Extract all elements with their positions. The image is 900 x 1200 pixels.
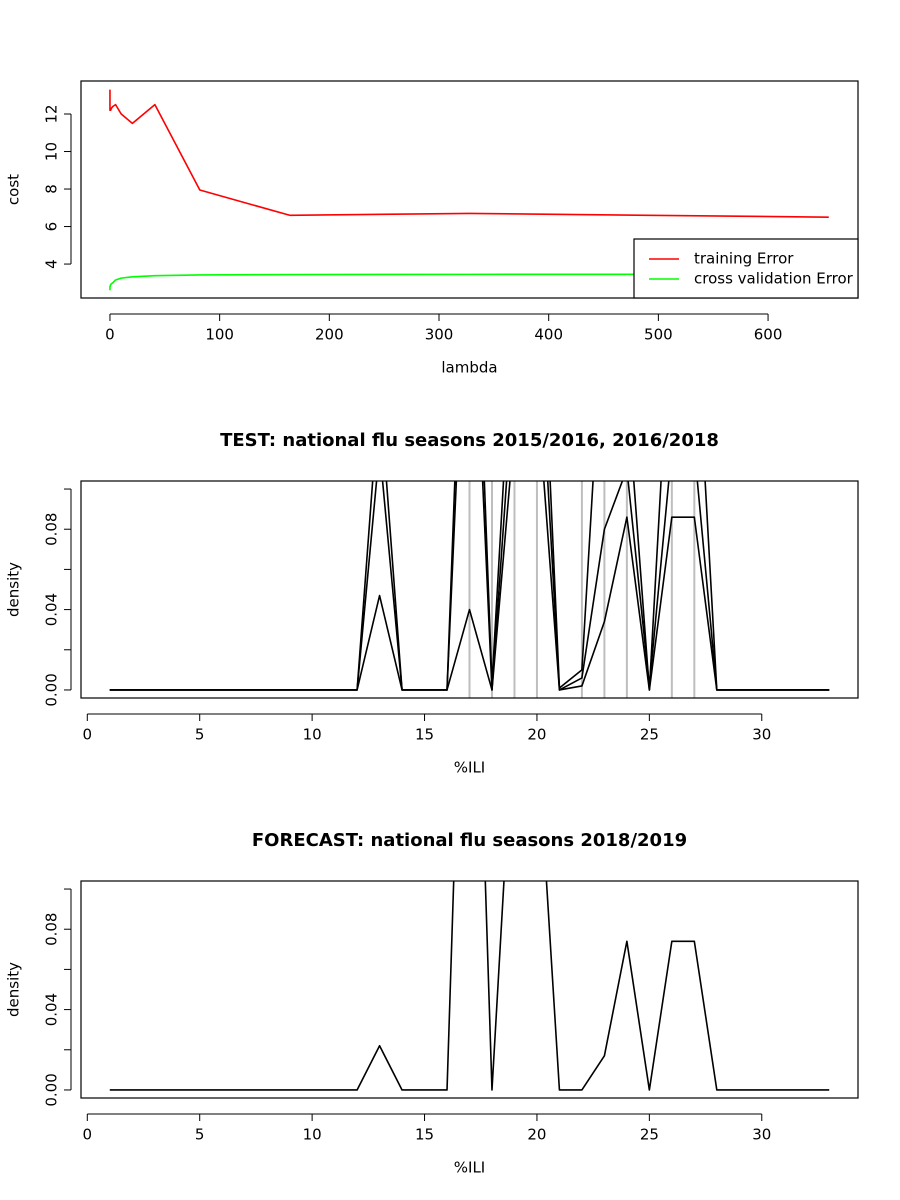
x-tick-label: 0 [105,326,115,344]
x-tick-label: 100 [205,326,234,344]
plot-area [109,89,829,291]
x-tick-label: 30 [752,1126,771,1144]
plot-frame [80,80,859,299]
x-tick-label: 500 [644,326,673,344]
plot-frame [80,480,859,699]
y-tick-label: 0.08 [43,913,61,946]
x-tick-label: 400 [534,326,563,344]
x-tick-label: 200 [315,326,344,344]
x-tick-label: 600 [754,326,783,344]
series-line [109,881,830,1091]
x-tick-label: 0 [83,1126,93,1144]
y-axis-label: density [5,962,23,1017]
x-tick-label: 10 [303,1126,322,1144]
x-tick-label: 20 [527,726,546,744]
x-tick-label: 5 [195,1126,205,1144]
y-tick-label: 10 [43,142,61,161]
y-tick-label: 12 [43,104,61,123]
x-tick-label: 300 [425,326,454,344]
y-tick-label: 0.04 [43,993,61,1026]
y-axis-label: cost [5,174,23,205]
plot-area [109,481,830,698]
x-tick-label: 10 [303,726,322,744]
legend-label: training Error [694,250,794,268]
series-line [109,89,829,218]
series-line [109,481,830,691]
y-tick-label: 6 [43,222,61,232]
legend-box [633,238,859,299]
plot-frame [80,880,859,1099]
x-axis-label: lambda [441,359,497,377]
x-axis-label: %ILI [454,759,485,777]
x-tick-label: 20 [527,1126,546,1144]
plot-area [109,881,830,1091]
x-tick-label: 0 [83,726,93,744]
x-tick-label: 25 [640,726,659,744]
y-axis-label: density [5,562,23,617]
y-tick-label: 0.00 [43,1073,61,1106]
x-axis-label: %ILI [454,1159,485,1177]
x-tick-label: 15 [415,726,434,744]
y-tick-label: 0.08 [43,513,61,546]
x-tick-label: 15 [415,1126,434,1144]
x-tick-label: 30 [752,726,771,744]
legend-label: cross validation Error [694,270,854,288]
series-line [109,273,829,291]
y-tick-label: 0.00 [43,673,61,706]
y-tick-label: 4 [43,259,61,269]
chart-title: FORECAST: national flu seasons 2018/2019 [252,830,687,851]
y-tick-label: 8 [43,184,61,194]
x-tick-label: 25 [640,1126,659,1144]
chart-title: TEST: national flu seasons 2015/2016, 20… [220,430,719,451]
x-tick-label: 5 [195,726,205,744]
y-tick-label: 0.04 [43,593,61,626]
